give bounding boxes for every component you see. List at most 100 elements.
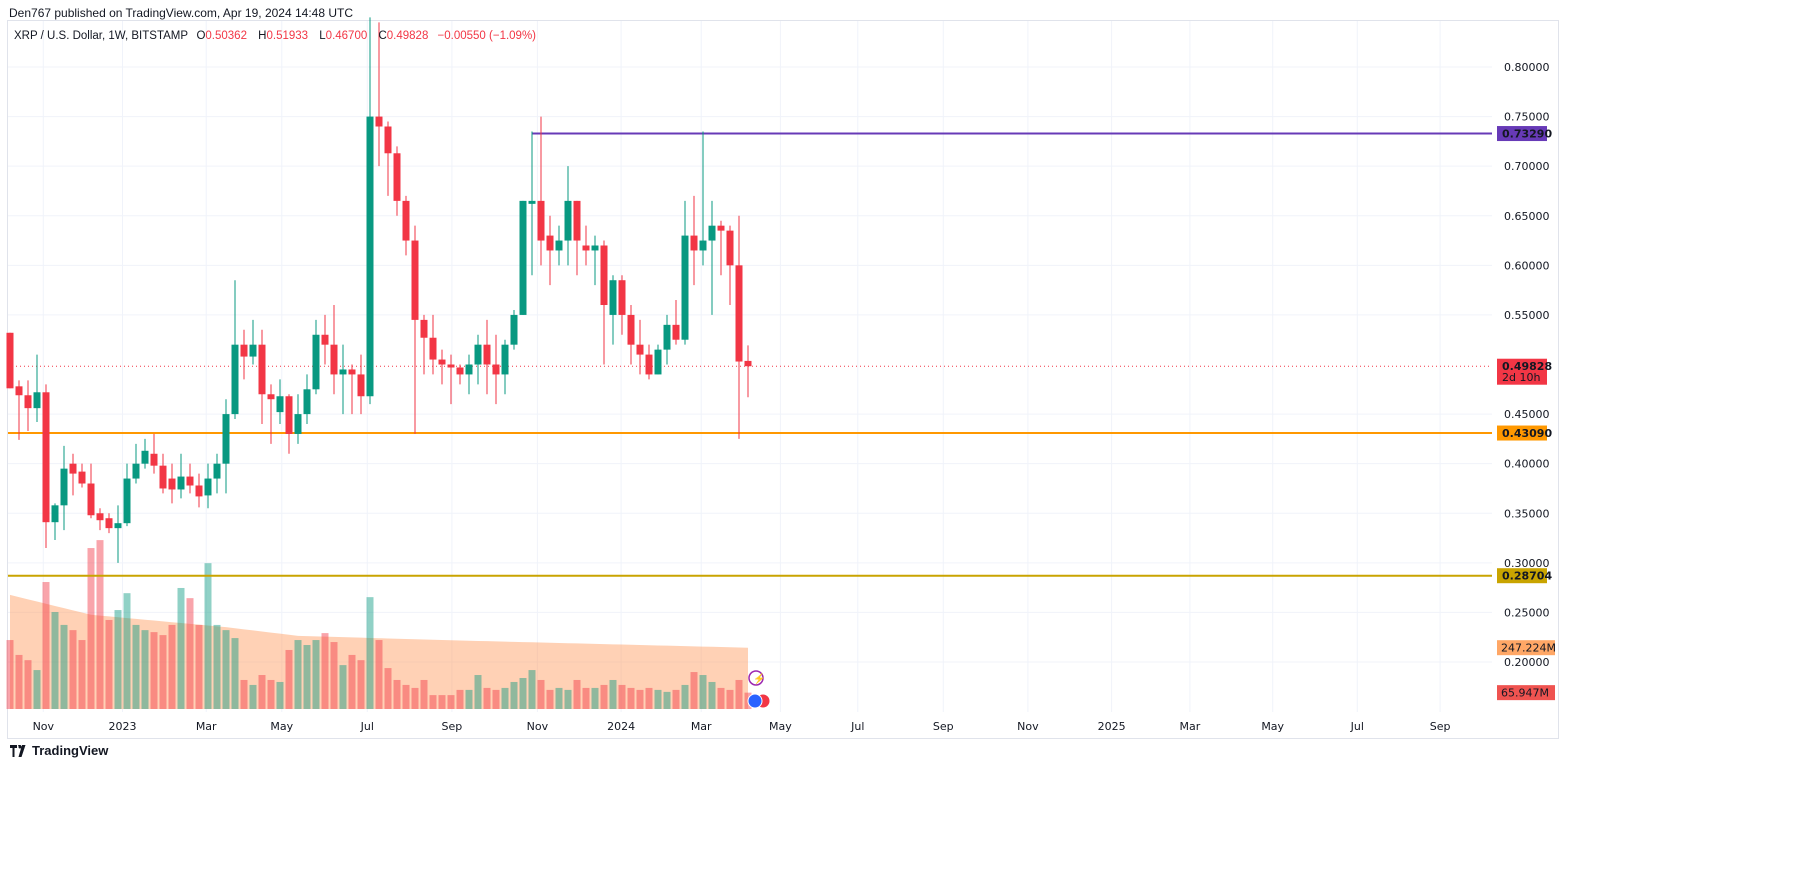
candle-body: [24, 395, 32, 409]
support-2-tag: [1497, 568, 1547, 584]
candle-body: [474, 344, 482, 365]
volume-bar: [114, 610, 122, 709]
volume-bar: [159, 635, 167, 709]
volume-bar: [78, 640, 86, 709]
volume-bar: [690, 672, 698, 709]
x-tick-label: Nov: [1017, 720, 1039, 733]
last-price-tag: [1497, 358, 1547, 385]
volume-bar: [618, 684, 626, 709]
x-tick-label: May: [1261, 720, 1284, 733]
volume-bar: [654, 689, 662, 709]
volume-ma-tag-label: 247.224M: [1501, 642, 1556, 655]
volume-ma-tag: [1497, 640, 1555, 656]
candle-body: [699, 240, 707, 251]
candle-body: [726, 230, 734, 266]
volume-bar: [447, 695, 455, 709]
candle-body: [114, 523, 122, 529]
candle-body: [222, 414, 230, 464]
candle-body: [15, 386, 23, 396]
candle-body: [438, 359, 446, 365]
symbol-title: XRP / U.S. Dollar, 1W, BITSTAMP: [14, 30, 189, 42]
price-axis: 0.80000 0.75000 0.70000 0.65000 0.60000 0.550…: [1504, 61, 1550, 669]
candle-body: [501, 344, 509, 375]
volume-bar: [519, 678, 527, 709]
lightning-glyph: ⚡: [753, 672, 765, 685]
volume-bar: [339, 665, 347, 709]
candle-body: [672, 324, 680, 340]
candle-body: [267, 394, 275, 400]
candle-body: [330, 344, 338, 375]
candle-body: [105, 518, 113, 529]
symbol-legend: XRP / U.S. Dollar, 1W, BITSTAMP O0.50362…: [14, 30, 542, 42]
volume-bar: [510, 681, 518, 709]
volume-bar: [627, 687, 635, 709]
candle-body: [537, 200, 545, 241]
tradingview-footer[interactable]: TradingView: [10, 743, 108, 758]
candle-body: [159, 465, 167, 489]
candle-body: [60, 468, 68, 506]
volume-bar: [609, 679, 617, 709]
volume-bar: [438, 695, 446, 709]
candle-body: [204, 478, 212, 496]
x-tick-label: Sep: [1430, 720, 1451, 733]
volume-bar: [240, 679, 248, 709]
volume-bar: [69, 630, 77, 709]
y-tick-label: 0.70000: [1504, 160, 1550, 173]
candle-body: [240, 344, 248, 357]
candle-body: [564, 200, 572, 241]
volume-bar: [105, 619, 113, 709]
volume-ma-area-path: [10, 594, 748, 709]
volume-bar: [429, 695, 437, 709]
tradingview-logo-icon: [10, 744, 26, 757]
y-tick-label: 0.65000: [1504, 210, 1550, 223]
horizontal-lines: [8, 132, 1492, 577]
candle-body: [384, 126, 392, 154]
candle-body: [582, 245, 590, 251]
candle-body: [87, 483, 95, 516]
y-tick-label: 0.45000: [1504, 408, 1550, 421]
high-label: H: [258, 30, 267, 42]
candle-body: [357, 374, 365, 397]
candle-body: [186, 476, 194, 486]
low-value: 0.46700: [325, 30, 368, 42]
close-label: C: [378, 30, 387, 42]
volume-bar: [528, 670, 536, 709]
candle-body: [96, 513, 104, 521]
candle-body: [546, 235, 554, 251]
volume-bar: [249, 684, 257, 709]
open-label: O: [196, 30, 206, 42]
volume-bar: [348, 654, 356, 709]
volume-bar: [492, 689, 500, 709]
volume-bar: [42, 582, 50, 709]
candle-body: [411, 240, 419, 320]
volume-bar: [15, 654, 23, 709]
x-tick-label: Mar: [1180, 720, 1201, 733]
volume-bar: [366, 597, 374, 709]
candle-body: [654, 349, 662, 375]
support-2-tag-label: 0.28704: [1502, 570, 1552, 583]
volume-bar: [141, 630, 149, 709]
volume-bar: [483, 687, 491, 709]
candle-body: [483, 344, 491, 365]
volume-bar: [681, 684, 689, 709]
candle-body: [744, 360, 752, 367]
candle-body: [231, 344, 239, 415]
candle-body: [420, 319, 428, 338]
volume-bar: [294, 640, 302, 709]
candle-body: [600, 245, 608, 306]
support-tag: [1497, 425, 1547, 441]
candle-body: [177, 476, 185, 490]
candle-body: [456, 367, 464, 375]
x-tick-label: Jul: [360, 720, 374, 733]
volume-bar: [303, 645, 311, 709]
x-tick-label: 2025: [1098, 720, 1126, 733]
volume-bar: [420, 679, 428, 709]
candle-body: [465, 364, 473, 375]
candle-body: [303, 389, 311, 415]
candle-body: [528, 200, 536, 204]
volume-bar: [573, 679, 581, 709]
volume-bar: [87, 548, 95, 709]
candle-body: [393, 153, 401, 201]
